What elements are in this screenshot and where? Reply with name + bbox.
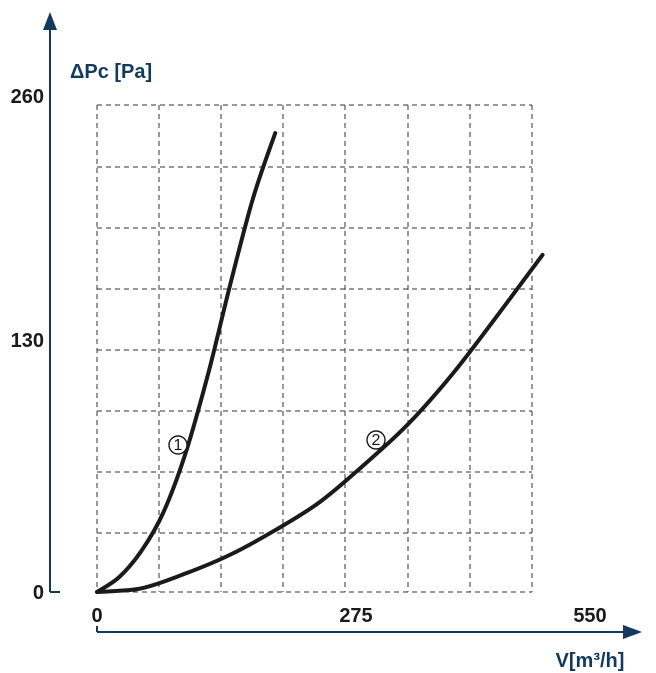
x-tick-label: 550 (573, 605, 606, 627)
y-axis-title: ΔPc [Pa] (70, 61, 152, 83)
y-tick-label: 0 (33, 582, 44, 604)
series-1-line (95, 131, 278, 594)
x-axis-arrow-icon (623, 625, 642, 639)
series-2-line (95, 252, 545, 594)
grid (96, 104, 533, 593)
axes (43, 12, 642, 639)
series-1-label: 1 (174, 437, 183, 454)
curves (95, 131, 545, 594)
y-tick-label: 130 (11, 330, 44, 352)
y-tick-label: 260 (11, 86, 44, 108)
series-2-label-circle (366, 430, 386, 450)
series-2-label: 2 (372, 432, 381, 449)
y-axis-arrow-icon (43, 12, 57, 30)
labels: ΔPc [Pa] V[m³/h] 0 130 260 0 275 550 1 2 (11, 61, 625, 672)
x-tick-label: 275 (339, 605, 372, 627)
x-axis-title: V[m³/h] (556, 650, 625, 672)
x-tick-label: 0 (91, 605, 102, 627)
series-1-label-circle (168, 435, 188, 455)
